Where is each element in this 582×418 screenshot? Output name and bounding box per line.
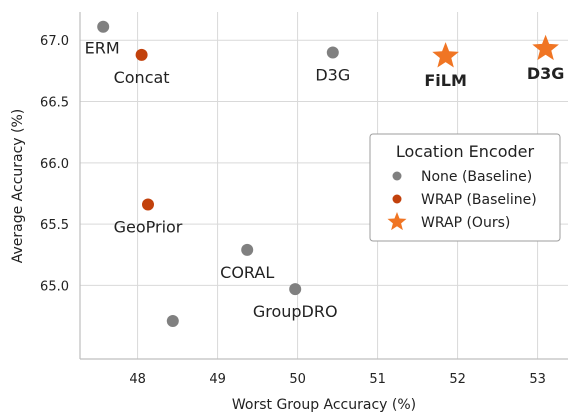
data-point	[241, 243, 254, 256]
legend-title: Location Encoder	[396, 142, 535, 161]
point-label: FiLM	[424, 71, 467, 90]
y-tick-label: 65.5	[40, 218, 69, 233]
y-tick-label: 66.5	[40, 96, 69, 111]
y-tick-label: 67.0	[40, 34, 69, 49]
x-axis-label: Worst Group Accuracy (%)	[232, 397, 416, 413]
point-label: D3G	[527, 64, 565, 83]
point-label: D3G	[315, 65, 350, 84]
legend-marker-star	[387, 212, 407, 231]
legend-marker	[392, 194, 402, 204]
data-point	[326, 46, 339, 59]
point-label: GeoPrior	[114, 218, 183, 237]
x-tick-label: 48	[129, 372, 146, 387]
legend-entry-label: None (Baseline)	[421, 169, 532, 185]
data-point	[166, 314, 179, 327]
data-points	[97, 20, 559, 327]
legend-marker	[392, 171, 402, 181]
data-point-star	[432, 42, 459, 68]
legend: Location Encoder None (Baseline) WRAP (Bas…	[369, 133, 561, 242]
point-label: Concat	[114, 68, 170, 87]
data-point-star	[532, 34, 559, 61]
x-tick-label: 51	[369, 372, 386, 387]
y-tick-label: 65.0	[40, 279, 69, 294]
data-point	[97, 20, 110, 33]
x-tick-label: 53	[529, 372, 546, 387]
data-point	[289, 283, 302, 296]
x-tick-label: 52	[449, 372, 466, 387]
y-axis-label: Average Accuracy (%)	[10, 109, 26, 264]
axes: 48 49 50 51 52 53 65.0 65.5 66.0 66.5 67.0	[40, 12, 568, 387]
x-tick-label: 49	[209, 372, 226, 387]
point-labels: ERM Concat D3G FiLM D3G GeoPrior CORAL GroupDRO	[85, 39, 565, 321]
y-tick-label: 66.0	[40, 157, 69, 172]
data-point	[142, 198, 154, 211]
legend-box	[369, 133, 561, 242]
point-label: GroupDRO	[253, 302, 338, 321]
legend-entry-label: WRAP (Ours)	[421, 215, 510, 231]
x-tick-label: 50	[289, 372, 306, 387]
legend-entry-label: WRAP (Baseline)	[421, 192, 537, 208]
point-label: CORAL	[220, 263, 274, 282]
data-point	[135, 48, 148, 61]
point-label: ERM	[85, 39, 120, 58]
